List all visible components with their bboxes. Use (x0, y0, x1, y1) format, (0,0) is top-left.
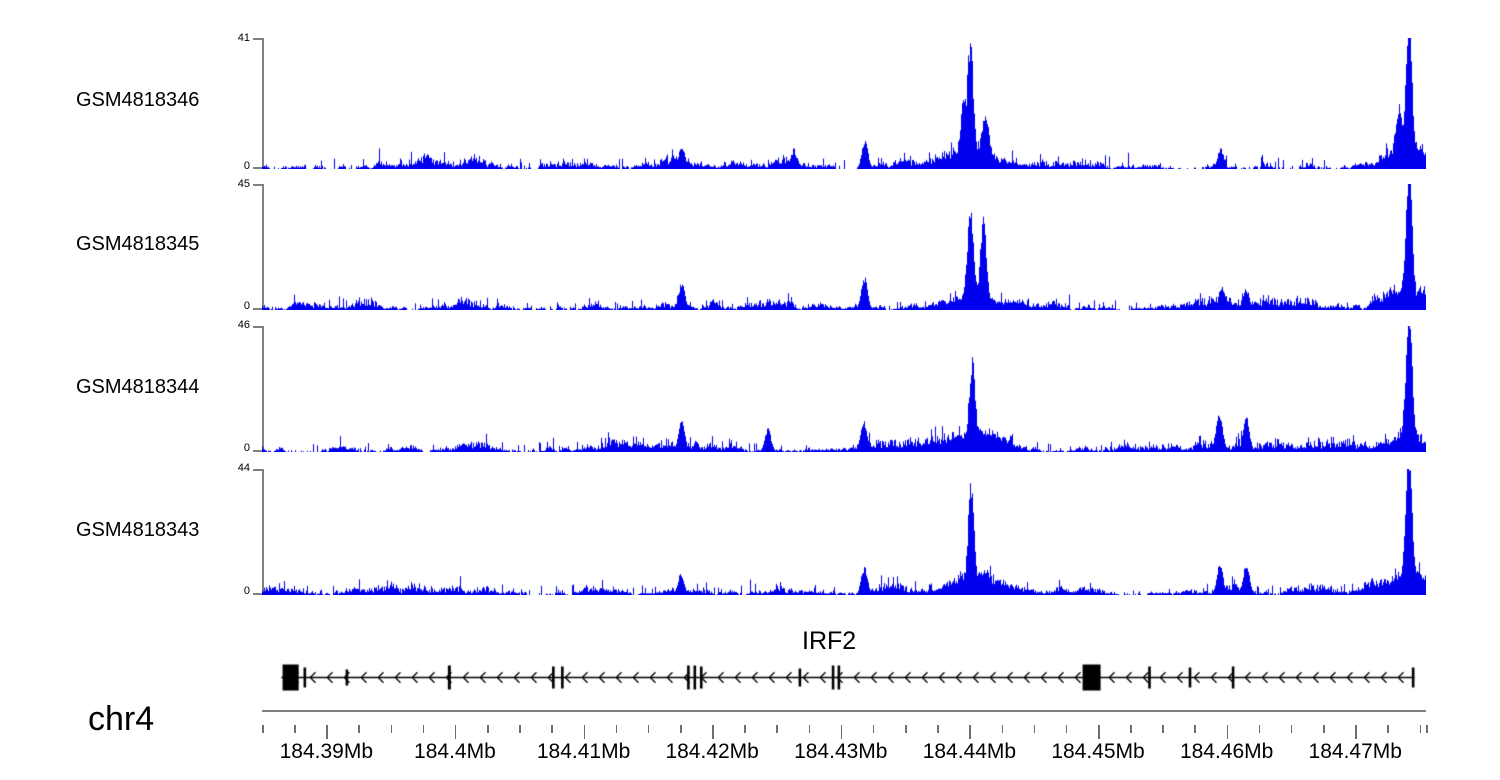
ruler-tick-minor (1001, 725, 1004, 733)
track-label-2: GSM4818344 (76, 376, 200, 398)
track-axis-max-2: 46 (237, 319, 250, 331)
ruler-tick-minor (487, 725, 489, 733)
ruler-label-2: 184.41Mb (536, 740, 631, 763)
ruler-tick-minor (1426, 725, 1428, 733)
ruler-label-5: 184.44Mb (922, 740, 1017, 763)
signal-track-2 (262, 326, 1426, 452)
ruler-tick-minor (1387, 725, 1389, 733)
ruler-tick-minor (1323, 725, 1325, 733)
track-axis-min-0: 0 (243, 160, 250, 172)
ruler-tick-minor (680, 725, 682, 733)
ruler-tick-minor (262, 725, 264, 733)
ruler-label-0: 184.39Mb (279, 740, 373, 763)
ruler-tick-minor (1130, 725, 1132, 733)
track-axis-bottom-tick-3 (253, 593, 262, 595)
ruler-tick-minor (1194, 725, 1196, 733)
ruler-tick-minor (615, 725, 618, 733)
track-axis-bottom-tick-2 (253, 450, 262, 452)
track-axis-top-tick-2 (253, 326, 262, 328)
gene-name-label: IRF2 (802, 627, 857, 655)
track-axis-bottom-tick-1 (253, 308, 262, 310)
signal-track-0 (262, 38, 1426, 169)
ruler-tick-minor (808, 725, 811, 733)
ruler-tick-minor (937, 725, 939, 733)
track-axis-min-1: 0 (243, 300, 250, 312)
ruler-tick-major (326, 725, 328, 739)
signal-track-1 (262, 184, 1426, 310)
ruler-tick-minor (744, 725, 746, 733)
track-axis-min-3: 0 (243, 585, 250, 597)
track-axis-top-tick-3 (253, 469, 262, 471)
ruler-tick-major (583, 725, 586, 739)
ruler-tick-minor (422, 725, 425, 733)
track-axis-max-0: 41 (237, 32, 250, 44)
ruler-label-3: 184.42Mb (665, 740, 759, 763)
ruler-tick-minor (294, 725, 296, 733)
ruler-tick-minor (519, 725, 521, 733)
ruler-tick-major (1355, 725, 1357, 739)
track-axis-top-tick-1 (253, 184, 262, 186)
chromosome-label: chr4 (88, 700, 155, 738)
track-axis-top-tick-0 (253, 38, 262, 40)
ruler-tick-minor (1033, 725, 1036, 733)
ruler-tick-minor (872, 725, 875, 733)
gene-model-track[interactable] (262, 655, 1426, 699)
ruler-tick-major (454, 725, 457, 739)
ruler-tick-major (1226, 725, 1229, 739)
ruler-label-4: 184.43Mb (794, 740, 888, 763)
ruler-label-6: 184.45Mb (1051, 740, 1145, 763)
ruler-label-1: 184.4Mb (414, 740, 496, 763)
ruler-tick-minor (1419, 725, 1422, 733)
ruler-label-7: 184.46Mb (1179, 740, 1274, 763)
ruler-tick-minor (1258, 725, 1261, 733)
ruler-label-8: 184.47Mb (1308, 740, 1402, 763)
ruler-tick-minor (551, 725, 553, 733)
ruler-tick-major (969, 725, 971, 739)
ruler-tick-minor (905, 725, 907, 733)
ruler-tick-major (840, 725, 843, 739)
chromosome-axis-line (262, 710, 1426, 712)
track-label-0: GSM4818346 (76, 89, 200, 111)
track-axis-min-2: 0 (243, 442, 250, 454)
ruler-tick-minor (1162, 725, 1164, 733)
ruler-tick-major (712, 725, 714, 739)
signal-track-3 (262, 469, 1426, 595)
track-axis-bottom-tick-0 (253, 167, 262, 169)
track-label-1: GSM4818345 (76, 233, 200, 255)
track-axis-max-3: 44 (237, 462, 250, 474)
ruler-tick-minor (776, 725, 778, 733)
ruler-tick-minor (1290, 725, 1293, 733)
track-axis-max-1: 45 (237, 178, 250, 190)
ruler-tick-minor (647, 725, 650, 733)
ruler-tick-minor (390, 725, 393, 733)
ruler-tick-minor (1065, 725, 1068, 733)
ruler-tick-major (1098, 725, 1100, 739)
track-label-3: GSM4818343 (76, 519, 200, 541)
ruler-tick-minor (358, 725, 360, 733)
